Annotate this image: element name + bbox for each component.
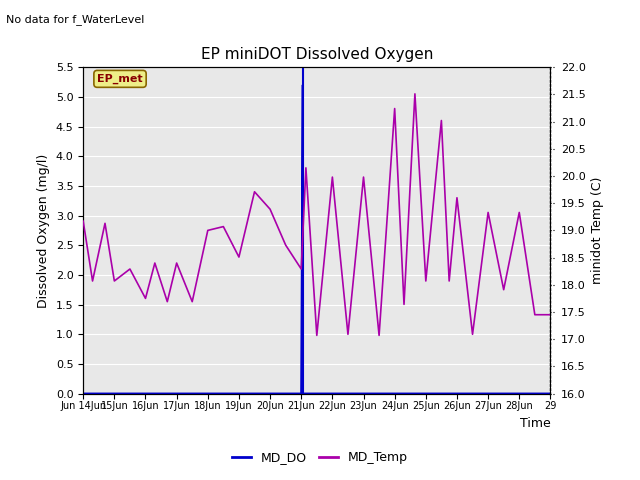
- Title: EP miniDOT Dissolved Oxygen: EP miniDOT Dissolved Oxygen: [200, 47, 433, 62]
- Text: No data for f_WaterLevel: No data for f_WaterLevel: [6, 14, 145, 25]
- Y-axis label: Dissolved Oxygen (mg/l): Dissolved Oxygen (mg/l): [37, 153, 50, 308]
- Legend: MD_DO, MD_Temp: MD_DO, MD_Temp: [227, 446, 413, 469]
- Y-axis label: minidot Temp (C): minidot Temp (C): [591, 177, 604, 284]
- Text: EP_met: EP_met: [97, 74, 143, 84]
- X-axis label: Time: Time: [520, 417, 550, 430]
